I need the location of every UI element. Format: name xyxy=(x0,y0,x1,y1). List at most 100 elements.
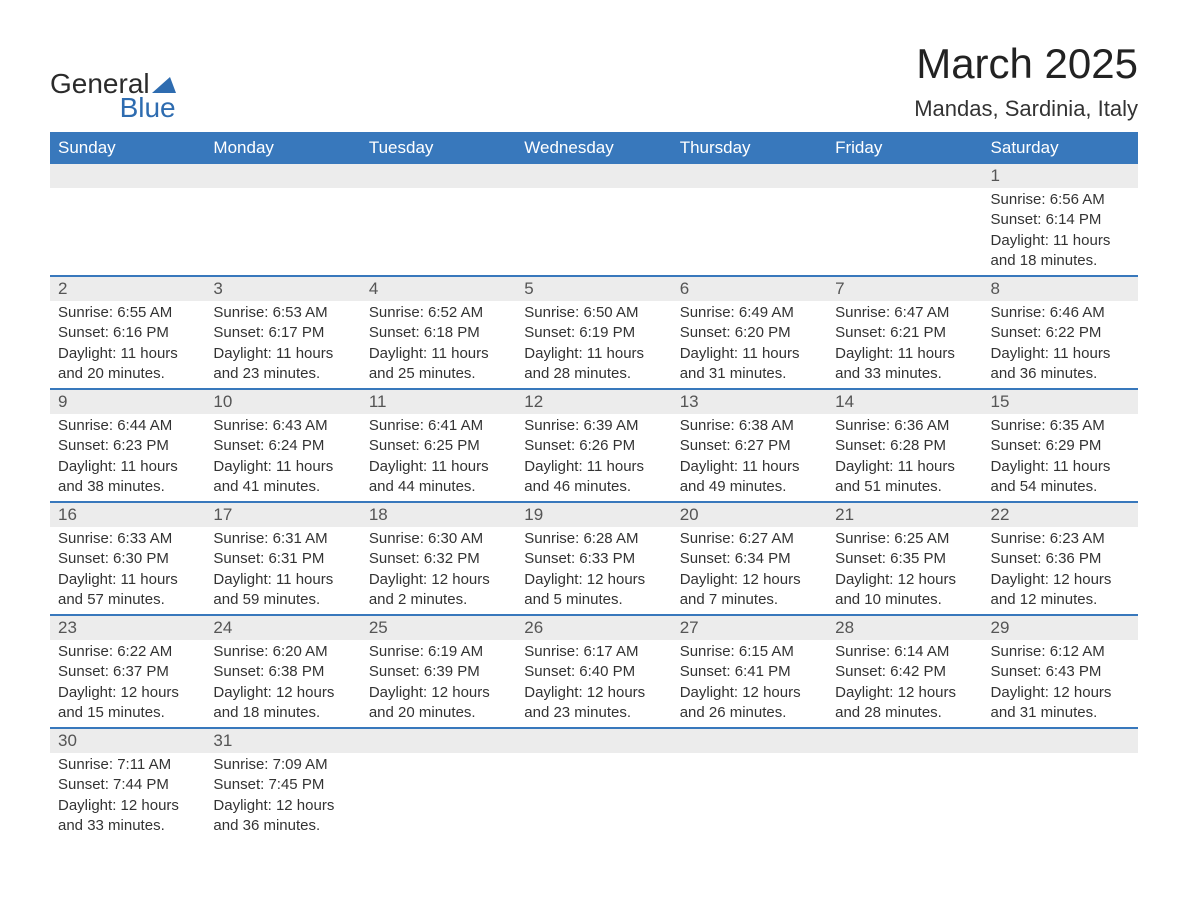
day-cell: Sunrise: 7:11 AMSunset: 7:44 PMDaylight:… xyxy=(50,753,205,840)
sunrise-text: Sunrise: 6:14 AM xyxy=(835,642,974,662)
daylight1-text: Daylight: 11 hours xyxy=(58,570,197,590)
daylight1-text: Daylight: 11 hours xyxy=(991,457,1130,477)
day-number: 12 xyxy=(516,390,671,414)
daylight1-text: Daylight: 11 hours xyxy=(680,457,819,477)
day-cell: Sunrise: 6:43 AMSunset: 6:24 PMDaylight:… xyxy=(205,414,360,501)
daylight1-text: Daylight: 11 hours xyxy=(213,457,352,477)
day-cell xyxy=(205,188,360,275)
daylight1-text: Daylight: 11 hours xyxy=(991,231,1130,251)
sunset-text: Sunset: 6:21 PM xyxy=(835,323,974,343)
daylight2-text: and 36 minutes. xyxy=(213,816,352,836)
sunset-text: Sunset: 6:37 PM xyxy=(58,662,197,682)
day-number xyxy=(672,729,827,753)
day-number: 21 xyxy=(827,503,982,527)
daylight2-text: and 44 minutes. xyxy=(369,477,508,497)
logo-part2: Blue xyxy=(120,92,176,123)
sunrise-text: Sunrise: 6:46 AM xyxy=(991,303,1130,323)
header: General Blue March 2025 Mandas, Sardinia… xyxy=(50,40,1138,122)
sunrise-text: Sunrise: 6:31 AM xyxy=(213,529,352,549)
sunset-text: Sunset: 6:18 PM xyxy=(369,323,508,343)
day-cell xyxy=(983,753,1138,840)
day-number xyxy=(205,164,360,188)
day-cell: Sunrise: 6:47 AMSunset: 6:21 PMDaylight:… xyxy=(827,301,982,388)
day-cell xyxy=(361,753,516,840)
day-number: 15 xyxy=(983,390,1138,414)
weekday-header: Friday xyxy=(827,132,982,164)
day-cell: Sunrise: 6:38 AMSunset: 6:27 PMDaylight:… xyxy=(672,414,827,501)
day-cell: Sunrise: 6:49 AMSunset: 6:20 PMDaylight:… xyxy=(672,301,827,388)
day-number: 27 xyxy=(672,616,827,640)
day-cell: Sunrise: 6:22 AMSunset: 6:37 PMDaylight:… xyxy=(50,640,205,727)
daylight1-text: Daylight: 12 hours xyxy=(680,570,819,590)
day-cell: Sunrise: 6:50 AMSunset: 6:19 PMDaylight:… xyxy=(516,301,671,388)
weekday-header-row: SundayMondayTuesdayWednesdayThursdayFrid… xyxy=(50,132,1138,164)
day-number xyxy=(827,164,982,188)
daylight2-text: and 33 minutes. xyxy=(835,364,974,384)
day-number xyxy=(50,164,205,188)
sunrise-text: Sunrise: 6:19 AM xyxy=(369,642,508,662)
daylight1-text: Daylight: 11 hours xyxy=(213,570,352,590)
location-label: Mandas, Sardinia, Italy xyxy=(914,96,1138,122)
sunset-text: Sunset: 6:38 PM xyxy=(213,662,352,682)
day-number: 8 xyxy=(983,277,1138,301)
day-cell: Sunrise: 6:56 AMSunset: 6:14 PMDaylight:… xyxy=(983,188,1138,275)
day-number-strip: 3031 xyxy=(50,729,1138,753)
sunset-text: Sunset: 6:42 PM xyxy=(835,662,974,682)
daylight2-text: and 54 minutes. xyxy=(991,477,1130,497)
weekday-header: Sunday xyxy=(50,132,205,164)
month-title: March 2025 xyxy=(914,40,1138,88)
day-number-strip: 9101112131415 xyxy=(50,390,1138,414)
sunset-text: Sunset: 6:28 PM xyxy=(835,436,974,456)
day-number: 5 xyxy=(516,277,671,301)
daylight2-text: and 31 minutes. xyxy=(680,364,819,384)
sunrise-text: Sunrise: 6:25 AM xyxy=(835,529,974,549)
weekday-header: Monday xyxy=(205,132,360,164)
day-cell: Sunrise: 6:55 AMSunset: 6:16 PMDaylight:… xyxy=(50,301,205,388)
day-cell xyxy=(516,188,671,275)
daylight1-text: Daylight: 12 hours xyxy=(369,570,508,590)
day-cell: Sunrise: 6:30 AMSunset: 6:32 PMDaylight:… xyxy=(361,527,516,614)
daylight2-text: and 49 minutes. xyxy=(680,477,819,497)
day-cell xyxy=(361,188,516,275)
day-cell: Sunrise: 6:33 AMSunset: 6:30 PMDaylight:… xyxy=(50,527,205,614)
daylight1-text: Daylight: 12 hours xyxy=(213,796,352,816)
day-data-row: Sunrise: 6:33 AMSunset: 6:30 PMDaylight:… xyxy=(50,527,1138,614)
sunset-text: Sunset: 6:40 PM xyxy=(524,662,663,682)
daylight2-text: and 23 minutes. xyxy=(524,703,663,723)
daylight2-text: and 20 minutes. xyxy=(369,703,508,723)
sunset-text: Sunset: 7:44 PM xyxy=(58,775,197,795)
day-cell: Sunrise: 6:27 AMSunset: 6:34 PMDaylight:… xyxy=(672,527,827,614)
sunrise-text: Sunrise: 6:53 AM xyxy=(213,303,352,323)
day-data-row: Sunrise: 6:44 AMSunset: 6:23 PMDaylight:… xyxy=(50,414,1138,501)
daylight2-text: and 59 minutes. xyxy=(213,590,352,610)
daylight2-text: and 28 minutes. xyxy=(835,703,974,723)
day-cell: Sunrise: 6:44 AMSunset: 6:23 PMDaylight:… xyxy=(50,414,205,501)
daylight1-text: Daylight: 12 hours xyxy=(58,683,197,703)
day-number xyxy=(672,164,827,188)
sunrise-text: Sunrise: 6:52 AM xyxy=(369,303,508,323)
day-cell: Sunrise: 6:41 AMSunset: 6:25 PMDaylight:… xyxy=(361,414,516,501)
sunset-text: Sunset: 6:33 PM xyxy=(524,549,663,569)
sunrise-text: Sunrise: 6:49 AM xyxy=(680,303,819,323)
sunrise-text: Sunrise: 6:43 AM xyxy=(213,416,352,436)
day-cell: Sunrise: 6:53 AMSunset: 6:17 PMDaylight:… xyxy=(205,301,360,388)
daylight2-text: and 38 minutes. xyxy=(58,477,197,497)
day-number-strip: 23242526272829 xyxy=(50,616,1138,640)
day-cell xyxy=(672,188,827,275)
day-number: 25 xyxy=(361,616,516,640)
day-number-strip: 1 xyxy=(50,164,1138,188)
day-cell xyxy=(516,753,671,840)
day-number: 11 xyxy=(361,390,516,414)
daylight2-text: and 7 minutes. xyxy=(680,590,819,610)
sunset-text: Sunset: 6:29 PM xyxy=(991,436,1130,456)
day-cell: Sunrise: 6:35 AMSunset: 6:29 PMDaylight:… xyxy=(983,414,1138,501)
daylight2-text: and 23 minutes. xyxy=(213,364,352,384)
daylight1-text: Daylight: 12 hours xyxy=(835,570,974,590)
weeks-container: 1Sunrise: 6:56 AMSunset: 6:14 PMDaylight… xyxy=(50,164,1138,840)
sunset-text: Sunset: 6:20 PM xyxy=(680,323,819,343)
daylight2-text: and 36 minutes. xyxy=(991,364,1130,384)
day-number-strip: 2345678 xyxy=(50,277,1138,301)
week-block: 16171819202122Sunrise: 6:33 AMSunset: 6:… xyxy=(50,501,1138,614)
sunrise-text: Sunrise: 6:30 AM xyxy=(369,529,508,549)
daylight2-text: and 33 minutes. xyxy=(58,816,197,836)
